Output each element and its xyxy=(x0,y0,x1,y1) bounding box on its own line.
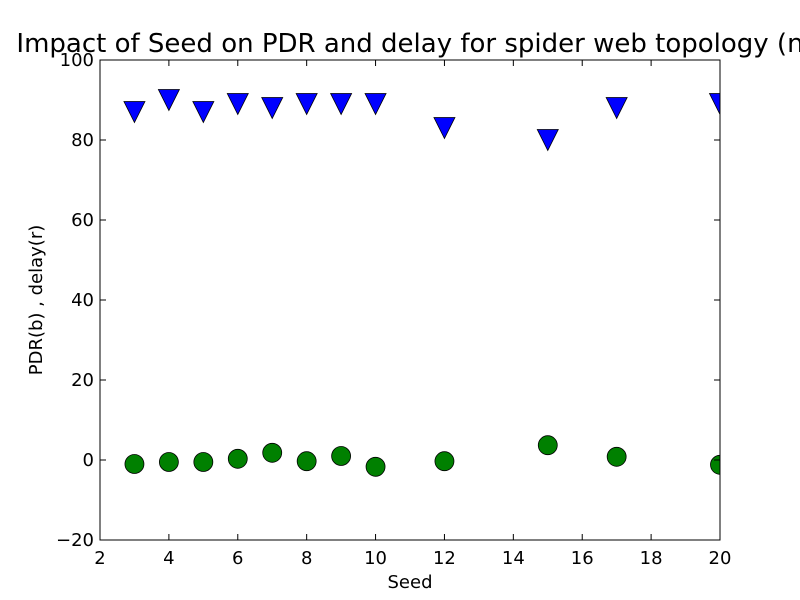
y-tick-label: 20 xyxy=(71,370,94,391)
triangle-point xyxy=(364,93,387,116)
triangle-point xyxy=(157,89,181,112)
circle-point xyxy=(262,442,283,463)
chart-title: Impact of Seed on PDR and delay for spid… xyxy=(16,29,800,59)
plot-frame xyxy=(99,59,721,541)
x-tick-label: 20 xyxy=(709,548,732,569)
triangle-point xyxy=(433,117,456,140)
y-tick-label: 40 xyxy=(71,290,94,311)
x-tick-label: 6 xyxy=(232,548,243,569)
circle-point xyxy=(193,452,214,472)
y-tick-label: 80 xyxy=(71,130,94,151)
x-axis-label: Seed xyxy=(388,572,433,593)
y-axis-label: PDR(b) , delay(r) xyxy=(26,225,47,376)
plot-marks xyxy=(123,89,720,477)
triangle-point xyxy=(605,97,628,120)
y-axis: −20 0 20 40 60 80 100 xyxy=(56,50,720,551)
x-tick-label: 14 xyxy=(502,548,525,569)
circle-point xyxy=(606,446,627,467)
x-tick-label: 2 xyxy=(94,548,105,569)
triangle-point xyxy=(708,93,720,116)
circle-point xyxy=(365,456,386,477)
circle-point xyxy=(537,435,558,456)
x-tick-label: 16 xyxy=(571,548,594,569)
triangle-point xyxy=(536,129,559,152)
triangle-point xyxy=(295,93,318,116)
x-tick-label: 18 xyxy=(640,548,663,569)
y-tick-label: −20 xyxy=(56,530,94,551)
x-tick-label: 8 xyxy=(301,548,312,569)
y-tick-label: 0 xyxy=(83,450,94,471)
circle-point xyxy=(331,446,352,466)
y-tick-label: 60 xyxy=(71,210,94,231)
y-tick-label: 100 xyxy=(60,50,94,71)
circle-point xyxy=(434,451,455,472)
circle-point xyxy=(158,452,179,472)
x-tick-label: 12 xyxy=(433,548,456,569)
circle-point xyxy=(296,451,317,472)
x-axis: 2 4 6 8 10 12 14 16 18 20 xyxy=(94,60,731,569)
triangle-point xyxy=(192,101,215,124)
circle-point xyxy=(227,448,248,469)
triangle-point xyxy=(226,93,249,116)
triangle-point xyxy=(261,97,284,120)
triangle-point xyxy=(329,93,353,116)
circle-point xyxy=(124,454,145,474)
triangle-point xyxy=(123,101,146,124)
x-tick-label: 4 xyxy=(163,548,174,569)
x-tick-label: 10 xyxy=(364,548,387,569)
